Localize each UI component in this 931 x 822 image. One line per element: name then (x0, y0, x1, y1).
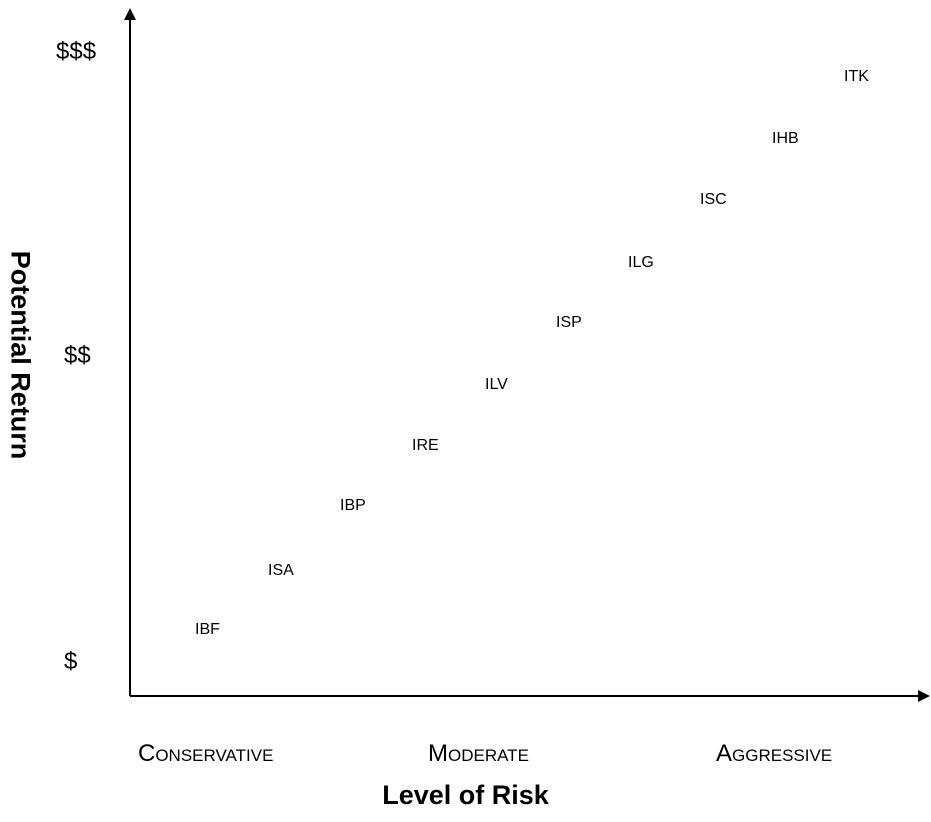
y-level-high: $$$ (56, 38, 97, 65)
fund-label-ihb: IHB (772, 130, 799, 147)
fund-label-isp: ISP (556, 314, 582, 331)
fund-label-ibf: IBF (195, 621, 220, 638)
y-level-low: $ (64, 648, 78, 675)
x-axis-title: Level of Risk (382, 780, 549, 810)
y-level-mid: $$ (64, 342, 91, 369)
x-category-moderate: Moderate (428, 740, 529, 767)
fund-label-isc: ISC (700, 191, 727, 208)
fund-label-isa: ISA (268, 562, 294, 579)
y-axis-title-wrap: Potential Return (0, 0, 40, 822)
fund-label-ibp: IBP (340, 497, 366, 514)
fund-label-itk: ITK (844, 68, 869, 85)
y-axis-title: Potential Return (5, 250, 36, 460)
fund-label-ire: IRE (412, 437, 439, 454)
fund-label-ilg: ILG (628, 254, 654, 271)
fund-label-ilv: ILV (485, 376, 508, 393)
x-category-conservative: Conservative (138, 740, 274, 767)
x-category-aggressive: Aggressive (716, 740, 833, 767)
